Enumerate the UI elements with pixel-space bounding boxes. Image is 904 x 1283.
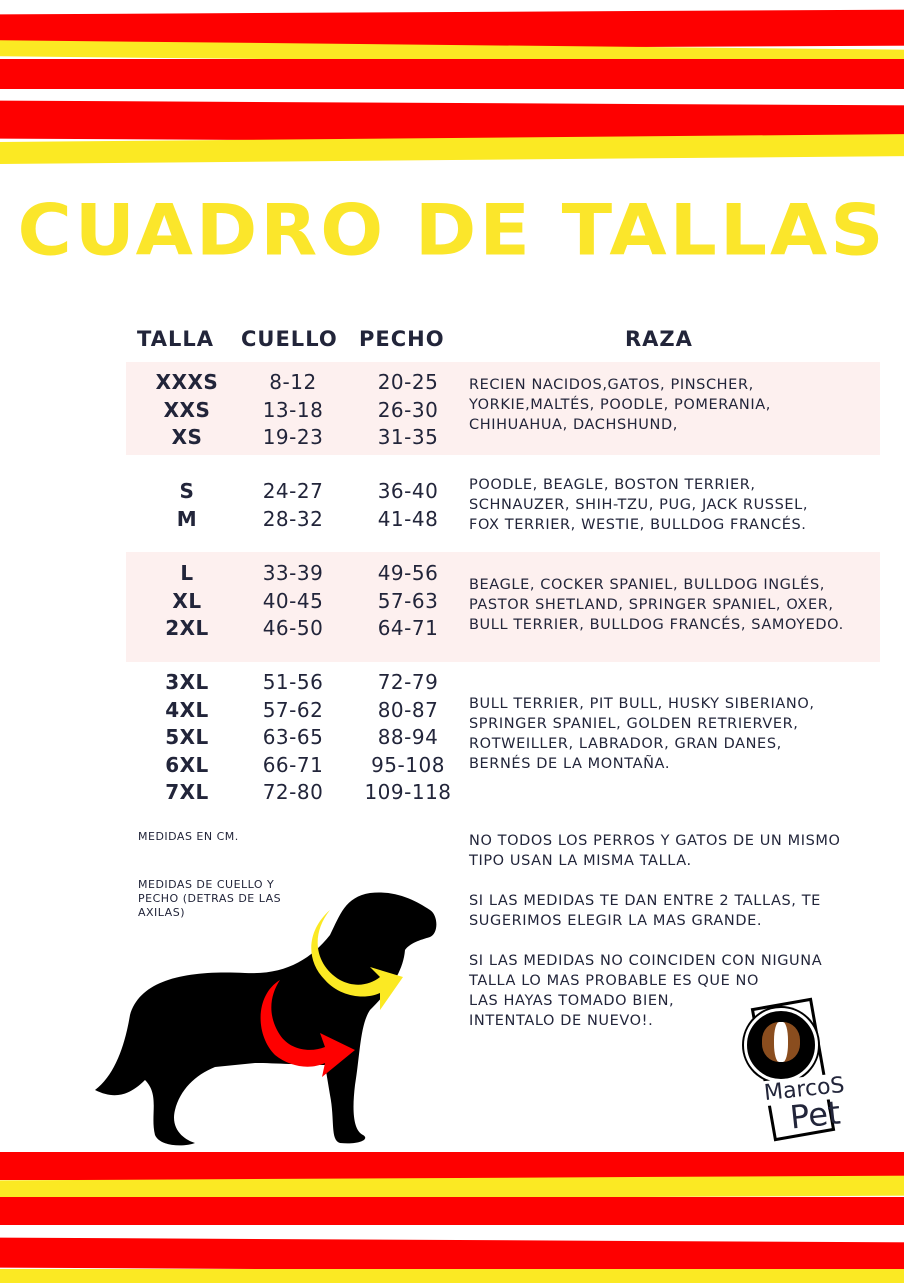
raza-cell: BEAGLE, COCKER SPANIEL, BULLDOG INGLÉS, … <box>469 577 844 633</box>
header-pecho: PECHO <box>359 327 445 351</box>
talla-cell: L XL 2XL <box>165 561 209 640</box>
pecho-cell: 36-40 41-48 <box>377 479 439 531</box>
pecho-cell: 20-25 26-30 31-35 <box>377 370 439 449</box>
raza-cell: BULL TERRIER, PIT BULL, HUSKY SIBERIANO,… <box>469 696 815 772</box>
talla-cell: S M <box>176 479 198 531</box>
page-title: CUADRO DE TALLAS <box>17 190 887 272</box>
talla-cell: 3XL 4XL 5XL 6XL 7XL <box>165 670 209 804</box>
units-note: MEDIDAS EN CM. <box>138 830 239 843</box>
pecho-cell: 49-56 57-63 64-71 <box>377 561 439 640</box>
cuello-cell: 51-56 57-62 63-65 66-71 72-80 <box>262 670 324 804</box>
note: NO TODOS LOS PERROS Y GATOS DE UN MISMO … <box>469 833 841 869</box>
talla-cell: XXXS XXS XS <box>155 370 219 449</box>
header-raza: RAZA <box>625 327 693 351</box>
raza-cell: POODLE, BEAGLE, BOSTON TERRIER, SCHNAUZE… <box>469 477 809 533</box>
raza-cell: RECIEN NACIDOS,GATOS, PINSCHER, YORKIE,M… <box>469 377 771 433</box>
note: SI LAS MEDIDAS NO COINCIDEN CON NIGUNA T… <box>469 953 823 1029</box>
brand-logo: MarcoS Pet <box>742 992 862 1142</box>
measure-note: MEDIDAS DE CUELLO Y PECHO (DETRAS DE LAS… <box>138 878 282 919</box>
header-cuello: CUELLO <box>241 327 338 351</box>
cuello-cell: 24-27 28-32 <box>262 479 324 531</box>
row-band <box>126 362 880 455</box>
cuello-cell: 33-39 40-45 46-50 <box>262 561 324 640</box>
dog-silhouette-icon <box>95 892 437 1146</box>
row-band <box>126 552 880 662</box>
header-talla: TALLA <box>137 327 214 351</box>
cuello-cell: 8-12 13-18 19-23 <box>262 370 324 449</box>
pecho-cell: 72-79 80-87 88-94 95-108 109-118 <box>364 670 452 804</box>
dog-face-icon <box>762 1022 800 1062</box>
note: SI LAS MEDIDAS TE DAN ENTRE 2 TALLAS, TE… <box>469 893 821 929</box>
logo-text-2: Pet <box>788 1093 843 1137</box>
